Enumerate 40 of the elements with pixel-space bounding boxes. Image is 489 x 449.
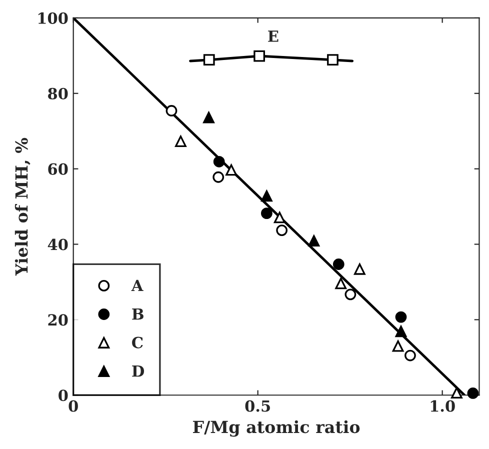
point <box>451 387 462 399</box>
point <box>212 171 224 183</box>
point <box>467 388 479 399</box>
legend-label: A <box>131 280 144 292</box>
y-tick-label: 40 <box>48 238 68 250</box>
point <box>226 164 237 176</box>
y-tick-label: 80 <box>48 88 68 100</box>
legend-label: B <box>132 308 144 320</box>
point <box>260 208 272 220</box>
y-tick-label: 20 <box>48 314 68 326</box>
point <box>335 278 347 290</box>
x-tick-label: 1.0 <box>430 400 455 412</box>
point <box>276 224 288 236</box>
point <box>404 350 416 362</box>
point <box>354 263 366 275</box>
point <box>166 105 178 116</box>
point <box>213 156 225 168</box>
legend-label: D <box>132 366 144 377</box>
y-tick-label: 0 <box>58 390 68 402</box>
point <box>332 258 344 270</box>
point <box>327 54 338 66</box>
point <box>175 136 186 147</box>
x-axis-title: F/Mg atomic ratio <box>193 420 360 437</box>
point <box>260 190 272 202</box>
point <box>392 340 404 352</box>
point <box>344 288 356 300</box>
point <box>308 235 320 247</box>
point <box>203 112 214 124</box>
y-tick-label: 100 <box>38 12 68 24</box>
legend-label: C <box>132 336 143 348</box>
point <box>203 54 215 66</box>
point <box>274 212 286 224</box>
y-axis-title: Yield of MH, % <box>14 138 30 276</box>
x-tick-label: 0 <box>68 400 78 412</box>
y-tick-label: 60 <box>48 163 68 175</box>
x-tick-label: 0.5 <box>245 400 270 412</box>
point <box>395 311 407 323</box>
annotation: E <box>268 30 278 42</box>
point <box>254 50 266 62</box>
point <box>395 326 407 338</box>
